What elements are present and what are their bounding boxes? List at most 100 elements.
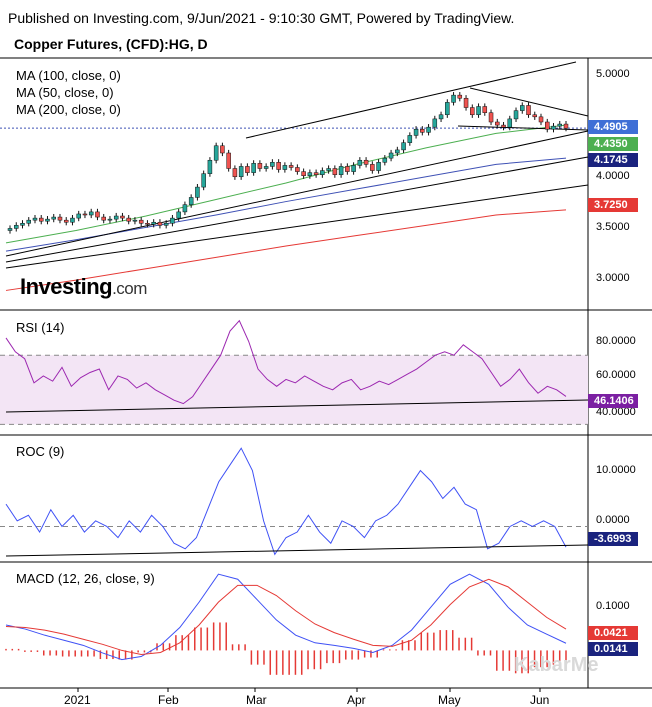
candle-body	[445, 102, 450, 116]
candle-body	[82, 213, 88, 216]
candle-body	[563, 123, 569, 129]
trendline	[5, 130, 589, 257]
rsi-trendline	[5, 399, 589, 413]
candle-body	[370, 164, 375, 171]
candle-body	[38, 217, 44, 222]
candle-body	[426, 126, 431, 133]
candle-body	[332, 168, 338, 175]
candle-body	[201, 173, 206, 188]
logo-main: Investing	[20, 274, 113, 299]
candle-body	[395, 149, 400, 154]
candle-body	[263, 166, 269, 169]
candle-body	[120, 215, 125, 219]
candle-body	[126, 217, 131, 222]
last-price-badge: 4.4905	[588, 120, 638, 134]
candle-body	[238, 166, 244, 178]
roc-tick: 0.0000	[596, 514, 630, 526]
roc-title: ROC (9)	[16, 444, 65, 459]
price-tick: 5.0000	[596, 68, 630, 80]
candle-body	[326, 168, 331, 171]
candle-body	[345, 166, 350, 172]
roc-trendline	[5, 544, 589, 557]
candle-body	[113, 215, 119, 220]
candle-body	[245, 166, 250, 173]
candle-body	[88, 211, 94, 216]
investing-logo: Investing.com	[20, 274, 147, 300]
roc-value-badge: -3.6993	[588, 532, 638, 546]
candle-body	[488, 112, 494, 123]
candle-body	[76, 213, 81, 219]
candle-body	[313, 172, 319, 175]
candle-body	[45, 218, 50, 222]
candle-body	[407, 135, 413, 143]
ma-line	[5, 157, 567, 252]
candle-body	[213, 145, 219, 161]
candle-body	[257, 163, 263, 169]
candle-body	[70, 217, 75, 223]
candle-body	[232, 168, 238, 178]
candle-body	[251, 163, 256, 173]
candle-body	[182, 204, 188, 213]
published-header: Published on Investing.com, 9/Jun/2021 -…	[8, 10, 515, 26]
macd-value-badge: 0.0141	[588, 642, 638, 656]
candle-body	[320, 170, 325, 175]
candle-body	[107, 218, 113, 221]
candle-body	[382, 157, 388, 163]
candle-body	[157, 221, 163, 226]
macd-title: MACD (12, 26, close, 9)	[16, 571, 155, 586]
candle-body	[207, 159, 213, 174]
candle-body	[545, 121, 550, 130]
candle-body	[288, 165, 294, 168]
macd-tick: 0.1000	[596, 600, 630, 612]
roc-line	[5, 447, 567, 556]
candle-body	[413, 128, 419, 136]
candle-body	[513, 110, 519, 120]
candle-body	[457, 94, 463, 99]
macd-line	[5, 573, 567, 661]
candle-body	[338, 166, 344, 175]
candle-body	[388, 152, 394, 159]
candle-body	[307, 172, 313, 176]
roc-tick: 10.0000	[596, 464, 636, 476]
candle-body	[463, 97, 469, 108]
date-label: Jun	[530, 693, 550, 707]
candle-body	[470, 107, 475, 116]
candle-body	[138, 219, 144, 224]
candle-body	[507, 118, 513, 128]
price-tick: 3.0000	[596, 272, 630, 284]
candle-body	[295, 167, 300, 172]
candle-body	[163, 223, 169, 226]
candle-body	[557, 123, 563, 127]
candle-body	[376, 162, 381, 171]
candle-body	[226, 152, 231, 169]
date-label: Apr	[347, 693, 366, 707]
candle-body	[170, 217, 175, 224]
candle-body	[188, 197, 194, 205]
candle-body	[26, 219, 31, 224]
candle-body	[20, 223, 25, 226]
candle-body	[438, 114, 444, 120]
candle-body	[526, 105, 531, 116]
price-tick: 4.0000	[596, 170, 630, 182]
candle-body	[151, 221, 156, 225]
candle-body	[482, 106, 488, 113]
rsi-value-badge: 46.1406	[588, 394, 638, 408]
candle-body	[276, 162, 281, 170]
rsi-tick: 80.0000	[596, 335, 636, 347]
rsi-line	[5, 319, 567, 405]
ma-50-label: MA (50, close, 0)	[16, 85, 114, 100]
candle-body	[270, 162, 275, 167]
watermark: KabarMe	[514, 654, 599, 676]
candle-body	[532, 114, 538, 118]
rsi-title: RSI (14)	[16, 320, 65, 335]
candle-body	[57, 216, 63, 221]
candle-body	[63, 219, 69, 223]
candle-body	[401, 142, 406, 151]
rsi-tick: 60.0000	[596, 369, 636, 381]
candle-body	[95, 211, 100, 218]
trendline	[5, 156, 589, 263]
rsi-tick: 40.0000	[596, 406, 636, 418]
candle-body	[101, 216, 106, 221]
ma200-badge: 3.7250	[588, 198, 638, 212]
